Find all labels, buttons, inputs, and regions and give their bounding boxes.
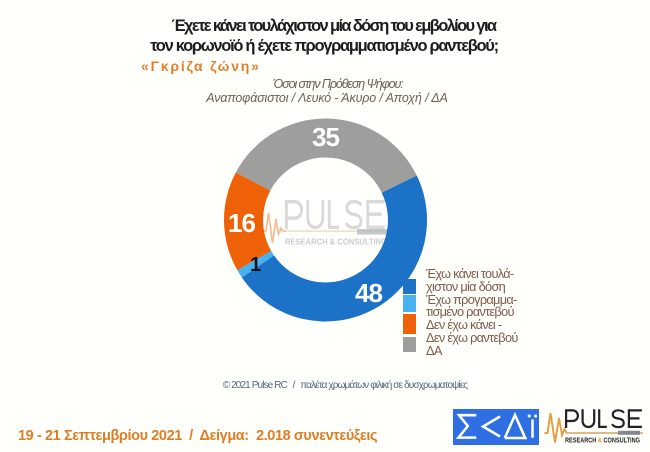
svg-text:RESEARCH & CONSULTING: RESEARCH & CONSULTING xyxy=(565,435,640,444)
svg-text:RESEARCH & CONSULTING: RESEARCH & CONSULTING xyxy=(285,238,387,247)
